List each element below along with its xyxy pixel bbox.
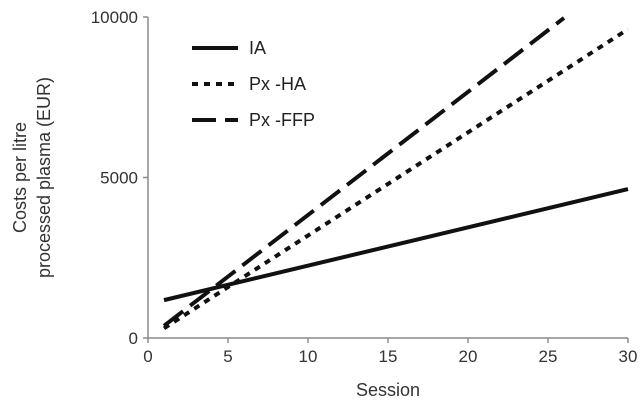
series-line-ia (163, 187, 629, 303)
x-axis-ticks: 0 5 10 15 20 25 30 (143, 338, 637, 366)
x-tick-label: 15 (379, 347, 398, 366)
legend-label-px-ha: Px -HA (249, 74, 306, 94)
series-line-px-ha (162, 27, 630, 331)
series-line-px-ffp (162, 16, 566, 328)
y-axis-title: Costs per litre processed plasma (EUR) (10, 77, 54, 278)
legend-label-ia: IA (249, 38, 266, 58)
x-tick-label: 5 (223, 347, 232, 366)
y-axis-ticks: 0 5000 10000 (91, 8, 148, 348)
y-axis-title-line: processed plasma (EUR) (34, 77, 54, 278)
x-axis-title: Session (356, 380, 420, 400)
x-tick-label: 30 (619, 347, 638, 366)
x-tick-label: 25 (539, 347, 558, 366)
x-tick-label: 20 (459, 347, 478, 366)
plot-area: 0 5 10 15 20 25 30 0 5000 10000 (91, 8, 638, 366)
x-tick-label: 0 (143, 347, 152, 366)
y-tick-label: 10000 (91, 8, 138, 27)
series-lines (162, 16, 630, 331)
x-tick-label: 10 (299, 347, 318, 366)
legend: IA Px -HA Px -FFP (192, 38, 315, 130)
y-tick-label: 5000 (100, 169, 138, 188)
y-axis-title-line: Costs per litre (10, 122, 30, 233)
y-tick-label: 0 (129, 329, 138, 348)
legend-label-px-ffp: Px -FFP (249, 110, 315, 130)
